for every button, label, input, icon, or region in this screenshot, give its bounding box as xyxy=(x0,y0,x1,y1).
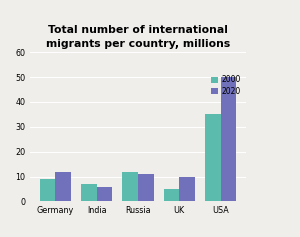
Bar xyxy=(56,172,71,201)
Legend: 2000, 2020: 2000, 2020 xyxy=(210,74,242,97)
Bar xyxy=(122,172,138,201)
Bar xyxy=(220,77,236,201)
Bar xyxy=(164,189,179,201)
Bar xyxy=(179,177,195,201)
Bar xyxy=(138,174,154,201)
Bar xyxy=(40,179,56,201)
Bar xyxy=(81,184,97,201)
Bar xyxy=(97,187,112,201)
Title: Total number of international
migrants per country, millions: Total number of international migrants p… xyxy=(46,25,230,49)
Bar xyxy=(205,114,220,201)
